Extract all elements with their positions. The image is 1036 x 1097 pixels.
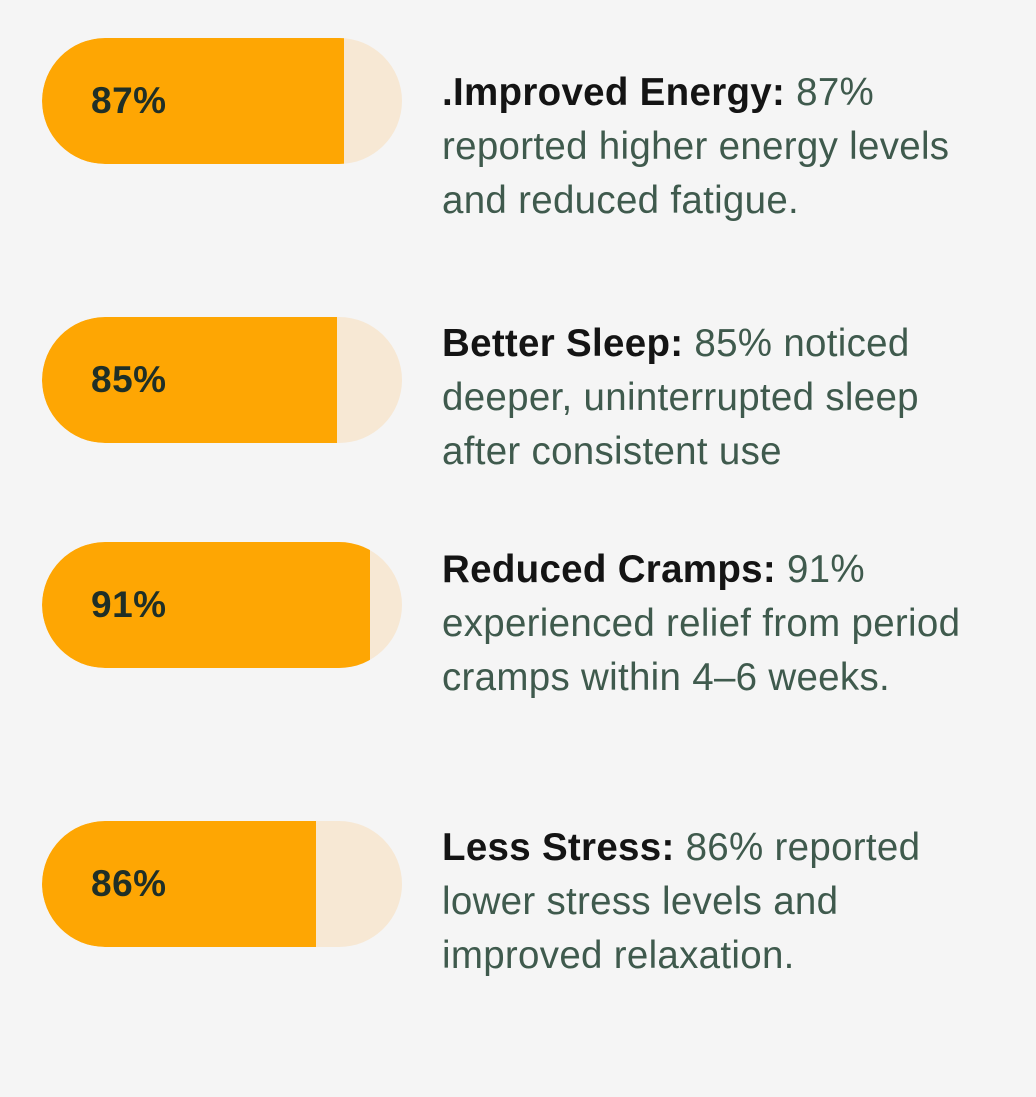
stat-text-sleep: 85% noticed deeper, uninterrupted sleep …	[442, 322, 919, 473]
stat-title-stress: Less Stress:	[442, 826, 675, 869]
stat-text-stress: 86% reported lower stress levels and imp…	[442, 826, 921, 977]
stat-title-energy: .Improved Energy:	[442, 71, 786, 114]
stat-description-energy: .Improved Energy: 87% reported higher en…	[442, 66, 1002, 228]
stat-text-cramps: 91% experienced relief from period cramp…	[442, 548, 961, 699]
progress-fill-cramps	[42, 542, 370, 668]
progress-fill-stress	[42, 821, 316, 947]
progress-bar-energy: 87%	[42, 38, 402, 164]
progress-bar-cramps: 91%	[42, 542, 402, 668]
percent-label-cramps: 91%	[91, 584, 167, 625]
stat-description-stress: Less Stress: 86% reported lower stress l…	[442, 821, 1002, 983]
stat-title-cramps: Reduced Cramps:	[442, 548, 776, 591]
stat-description-cramps: Reduced Cramps: 91% experienced relief f…	[442, 543, 1002, 705]
progress-bar-sleep: 85%	[42, 317, 402, 443]
percent-label-sleep: 85%	[91, 359, 167, 400]
stat-title-sleep: Better Sleep:	[442, 322, 684, 365]
stat-text-energy: 87% reported higher energy levels and re…	[442, 71, 950, 222]
stat-description-sleep: Better Sleep: 85% noticed deeper, uninte…	[442, 317, 1002, 479]
progress-fill-energy	[42, 38, 345, 164]
progress-bar-stress: 86%	[42, 821, 402, 947]
percent-label-stress: 86%	[91, 863, 167, 904]
percent-label-energy: 87%	[91, 80, 167, 121]
progress-fill-sleep	[42, 317, 338, 443]
